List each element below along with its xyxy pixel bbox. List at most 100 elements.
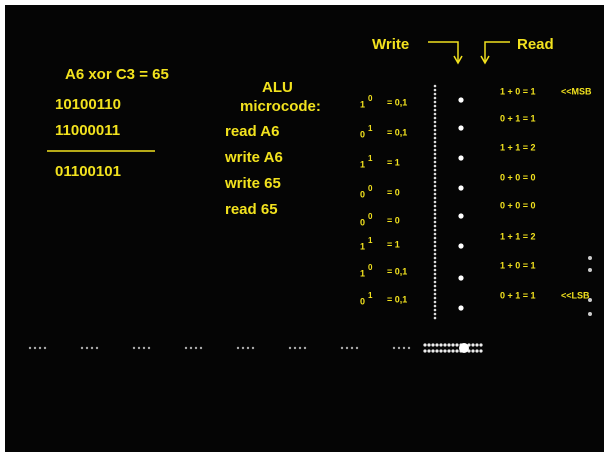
dot xyxy=(433,108,437,112)
formula-result: = 0,1 xyxy=(387,266,407,276)
bright-dot xyxy=(458,243,464,249)
microcode-step: read A6 xyxy=(225,123,279,140)
dot xyxy=(303,346,307,350)
formula-exponent: 0 xyxy=(368,184,373,193)
dot xyxy=(451,343,455,347)
formula-exponent: 1 xyxy=(368,236,373,245)
dot xyxy=(402,346,406,350)
read-note: <<LSB xyxy=(561,290,590,300)
photo-background xyxy=(5,5,604,452)
read-sum: 0 + 0 = 0 xyxy=(500,172,536,182)
formula-result: = 0,1 xyxy=(387,294,407,304)
dot xyxy=(479,349,483,353)
write-formulas: 10 = 0,101 = 0,111 = 100 = 000 = 011 = 110 = 0,… xyxy=(360,86,592,306)
dot xyxy=(433,88,437,92)
formula-exponent: 0 xyxy=(368,94,373,103)
dot xyxy=(288,346,292,350)
dot xyxy=(184,346,188,350)
bright-dot xyxy=(458,185,464,191)
dot xyxy=(433,84,437,88)
dot xyxy=(433,300,437,304)
dot xyxy=(433,212,437,216)
dot xyxy=(433,264,437,268)
dot xyxy=(33,346,37,350)
formula-exponent: 1 xyxy=(368,154,373,163)
dot xyxy=(423,349,427,353)
dot xyxy=(439,349,443,353)
dot xyxy=(433,140,437,144)
bright-dot xyxy=(458,97,464,103)
dot xyxy=(433,268,437,272)
dot xyxy=(588,312,592,316)
bright-dot xyxy=(458,155,464,161)
dot xyxy=(355,346,359,350)
dot xyxy=(433,256,437,260)
dot xyxy=(433,280,437,284)
formula-base: 0 xyxy=(360,129,365,139)
dot xyxy=(433,96,437,100)
dot xyxy=(443,343,447,347)
dot xyxy=(142,346,146,350)
dot xyxy=(433,292,437,296)
dot xyxy=(455,349,459,353)
dot xyxy=(433,232,437,236)
dot xyxy=(80,346,84,350)
read-label: Read xyxy=(517,36,554,53)
dot xyxy=(427,343,431,347)
dot xyxy=(433,180,437,184)
dot xyxy=(392,346,396,350)
dot xyxy=(397,346,401,350)
formula-base: 1 xyxy=(360,159,365,169)
read-sum: 0 + 1 = 1 xyxy=(500,113,536,123)
dot xyxy=(433,284,437,288)
dot xyxy=(433,136,437,140)
dot xyxy=(433,168,437,172)
bright-dot xyxy=(458,305,464,311)
dot xyxy=(199,346,203,350)
bright-dot xyxy=(458,275,464,281)
dot xyxy=(433,240,437,244)
bright-dot xyxy=(458,125,464,131)
read-arrow xyxy=(484,41,510,62)
dot xyxy=(443,349,447,353)
dot xyxy=(433,148,437,152)
formula-base: 1 xyxy=(360,268,365,278)
dot xyxy=(433,176,437,180)
dot xyxy=(433,276,437,280)
microcode-step: write A6 xyxy=(224,149,283,166)
dot xyxy=(433,104,437,108)
formula-exponent: 1 xyxy=(368,291,373,300)
light-dots xyxy=(28,84,592,353)
microcode-step: read 65 xyxy=(225,201,278,218)
dot xyxy=(435,349,439,353)
dot xyxy=(350,346,354,350)
dot xyxy=(433,236,437,240)
dot xyxy=(433,200,437,204)
dot xyxy=(293,346,297,350)
dot xyxy=(246,346,250,350)
dot xyxy=(475,349,479,353)
dot xyxy=(427,349,431,353)
dot xyxy=(433,116,437,120)
dot xyxy=(345,346,349,350)
microcode-heading: ALU xyxy=(262,79,293,96)
dot xyxy=(241,346,245,350)
read-arrowhead xyxy=(480,55,490,65)
dot xyxy=(433,152,437,156)
dot xyxy=(194,346,198,350)
dot xyxy=(423,343,427,347)
dot xyxy=(433,112,437,116)
bright-dot xyxy=(459,343,469,353)
dot xyxy=(189,346,193,350)
write-arrowhead xyxy=(453,55,463,65)
dot xyxy=(433,228,437,232)
dot xyxy=(471,349,475,353)
dot xyxy=(433,128,437,132)
dot xyxy=(433,216,437,220)
read-sum: 0 + 1 = 1 xyxy=(500,290,536,300)
dot xyxy=(433,208,437,212)
dot xyxy=(433,144,437,148)
dot xyxy=(95,346,99,350)
formula-exponent: 0 xyxy=(368,263,373,272)
